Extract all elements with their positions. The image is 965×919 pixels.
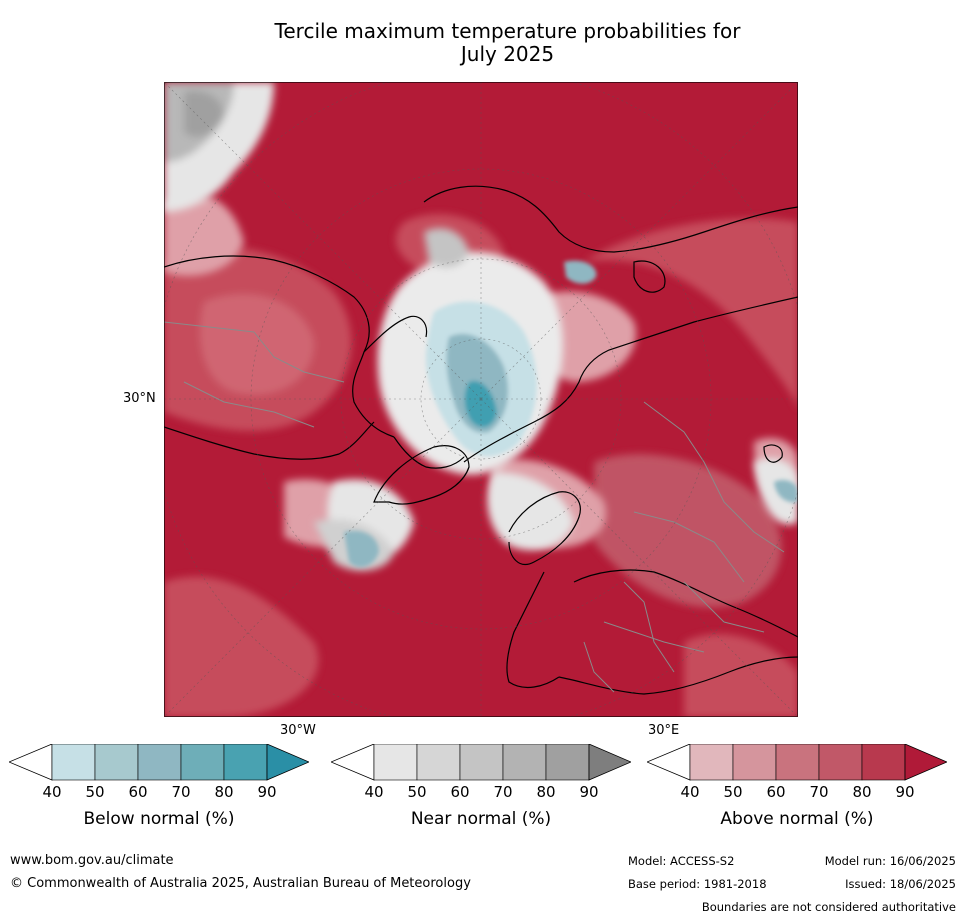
- colorbar-box: [373, 744, 418, 781]
- colorbar-box: [94, 744, 139, 781]
- colorbar-tick-label: 60: [766, 783, 786, 801]
- colorbar-tick-label: 50: [723, 783, 743, 801]
- colorbar-below-normal: [9, 744, 309, 781]
- colorbar-extend-low: [9, 744, 53, 781]
- colorbar-box: [51, 744, 96, 781]
- colorbar-box: [180, 744, 225, 781]
- colorbar-tick-label: 70: [809, 783, 829, 801]
- colorbar-label-below: Below normal (%): [83, 809, 235, 829]
- colorbar-box: [459, 744, 504, 781]
- colorbar-box: [732, 744, 777, 781]
- colorbar-extend-high: [904, 744, 947, 781]
- colorbar-box: [223, 744, 268, 781]
- map-frame: [164, 82, 798, 717]
- colorbar-tick-label: 50: [85, 783, 105, 801]
- colorbar-tick-label: 40: [680, 783, 700, 801]
- probability-map: [164, 82, 798, 717]
- colorbar-tick-label: 70: [493, 783, 513, 801]
- disclaimer-text: Boundaries are not considered authoritat…: [701, 900, 956, 914]
- issued-text: Issued: 18/06/2025: [845, 877, 956, 891]
- colorbar-box: [818, 744, 863, 781]
- title-line-1: Tercile maximum temperature probabilitie…: [274, 19, 741, 43]
- colorbar-tick-label: 90: [895, 783, 915, 801]
- colorbar-tick-label: 50: [407, 783, 427, 801]
- colorbar-tick-label: 40: [42, 783, 62, 801]
- colorbar-near-normal: [331, 744, 631, 781]
- map-title: Tercile maximum temperature probabilitie…: [0, 20, 965, 66]
- base-period-text: Base period: 1981-2018: [628, 877, 767, 891]
- lon-label-30w: 30°W: [280, 723, 316, 738]
- colorbar-tick-label: 60: [128, 783, 148, 801]
- title-line-2: July 2025: [460, 42, 555, 66]
- colorbar-box: [416, 744, 461, 781]
- copyright-text: © Commonwealth of Australia 2025, Austra…: [10, 876, 471, 891]
- model-run-text: Model run: 16/06/2025: [824, 854, 956, 868]
- colorbar-label-above: Above normal (%): [720, 809, 874, 829]
- colorbar-box: [545, 744, 590, 781]
- colorbar-tick-label: 80: [214, 783, 234, 801]
- colorbar-box: [689, 744, 734, 781]
- lat-label-30n: 30°N: [123, 391, 156, 406]
- colorbar-label-near: Near normal (%): [410, 809, 552, 829]
- country-boundaries: [164, 321, 785, 693]
- model-text: Model: ACCESS-S2: [628, 854, 735, 868]
- website-text: www.bom.gov.au/climate: [10, 853, 174, 868]
- lon-label-30e: 30°E: [648, 723, 680, 738]
- colorbar-box: [137, 744, 182, 781]
- colorbar-tick-label: 60: [450, 783, 470, 801]
- colorbar-box: [502, 744, 547, 781]
- colorbar-box: [861, 744, 906, 781]
- colorbar-tick-label: 80: [852, 783, 872, 801]
- colorbar-tick-label: 40: [364, 783, 384, 801]
- colorbar-extend-high: [266, 744, 309, 781]
- colorbar-extend-low: [331, 744, 375, 781]
- colorbar-tick-label: 90: [579, 783, 599, 801]
- colorbar-tick-label: 70: [171, 783, 191, 801]
- colorbar-above-normal: [647, 744, 947, 781]
- colorbar-extend-low: [647, 744, 691, 781]
- colorbar-tick-label: 90: [257, 783, 277, 801]
- colorbar-extend-high: [588, 744, 631, 781]
- colorbar-box: [775, 744, 820, 781]
- coastlines: [164, 185, 798, 695]
- colorbar-tick-label: 80: [536, 783, 556, 801]
- graticule: [164, 82, 798, 717]
